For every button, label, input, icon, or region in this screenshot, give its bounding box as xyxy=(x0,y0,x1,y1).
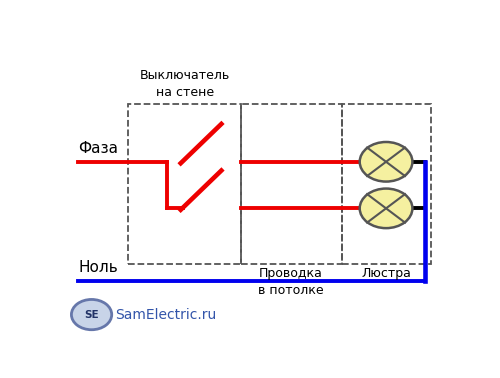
Text: Фаза: Фаза xyxy=(78,141,118,156)
Text: Проводка
в потолке: Проводка в потолке xyxy=(258,266,324,297)
Bar xyxy=(241,104,342,264)
Bar xyxy=(342,104,430,264)
Text: Люстра: Люстра xyxy=(361,266,411,280)
Text: SE: SE xyxy=(84,310,99,319)
Text: Выключатель
на стене: Выключатель на стене xyxy=(140,69,230,99)
Text: SamElectric.ru: SamElectric.ru xyxy=(116,308,217,322)
Text: Ноль: Ноль xyxy=(78,260,118,275)
Circle shape xyxy=(360,142,412,181)
Bar xyxy=(128,104,241,264)
Circle shape xyxy=(72,299,112,330)
Circle shape xyxy=(360,189,412,228)
